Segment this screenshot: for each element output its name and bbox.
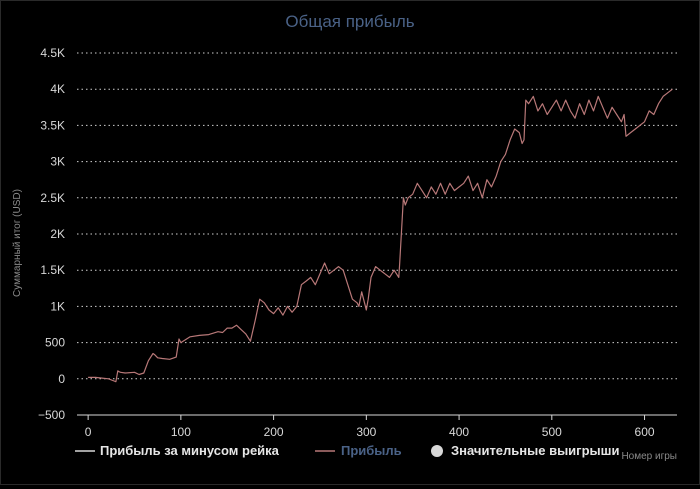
y-tick-label: −500 <box>38 408 65 422</box>
x-tick-labels: 0 100 200 300 400 500 600 <box>85 415 655 439</box>
y-tick-label: 4.5K <box>40 46 65 60</box>
legend-item-big-wins[interactable]: Значительные выигрыши <box>431 443 619 458</box>
y-tick-label: 0 <box>58 372 65 386</box>
series-line-profit[interactable] <box>88 88 673 383</box>
legend-item-profit[interactable]: Прибыль <box>315 443 402 458</box>
y-tick-label: 1.5K <box>40 263 65 277</box>
grid-lines <box>77 52 677 380</box>
legend: Прибыль за минусом рейка Прибыль Значите… <box>75 443 619 458</box>
y-axis-label: Суммарный итог (USD) <box>12 189 23 297</box>
legend-label-profit: Прибыль <box>341 443 402 458</box>
y-tick-label: 3K <box>50 155 65 169</box>
y-tick-label: 2K <box>50 227 65 241</box>
x-tick-label: 300 <box>356 425 376 439</box>
x-tick-label: 100 <box>171 425 191 439</box>
x-axis-label: Номер игры <box>621 451 677 462</box>
x-tick-label: 500 <box>542 425 562 439</box>
y-tick-label: 500 <box>45 336 65 350</box>
legend-swatch-big-wins <box>431 445 443 457</box>
legend-label-big-wins: Значительные выигрыши <box>451 443 619 458</box>
chart-title: Общая прибыль <box>285 12 414 31</box>
x-tick-label: 200 <box>264 425 284 439</box>
x-tick-label: 600 <box>635 425 655 439</box>
x-tick-label: 400 <box>449 425 469 439</box>
legend-label-net: Прибыль за минусом рейка <box>100 443 280 458</box>
y-tick-label: 3.5K <box>40 118 65 132</box>
y-tick-label: 1K <box>50 299 65 313</box>
x-tick-label: 0 <box>85 425 92 439</box>
y-tick-label: 2.5K <box>40 191 65 205</box>
series-layer <box>88 88 673 383</box>
y-tick-label: 4K <box>50 82 65 96</box>
y-tick-labels: −500 0 500 1K 1.5K 2K 2.5K 3K 3.5K 4K 4.5K <box>38 46 65 422</box>
legend-item-net[interactable]: Прибыль за минусом рейка <box>75 443 280 458</box>
